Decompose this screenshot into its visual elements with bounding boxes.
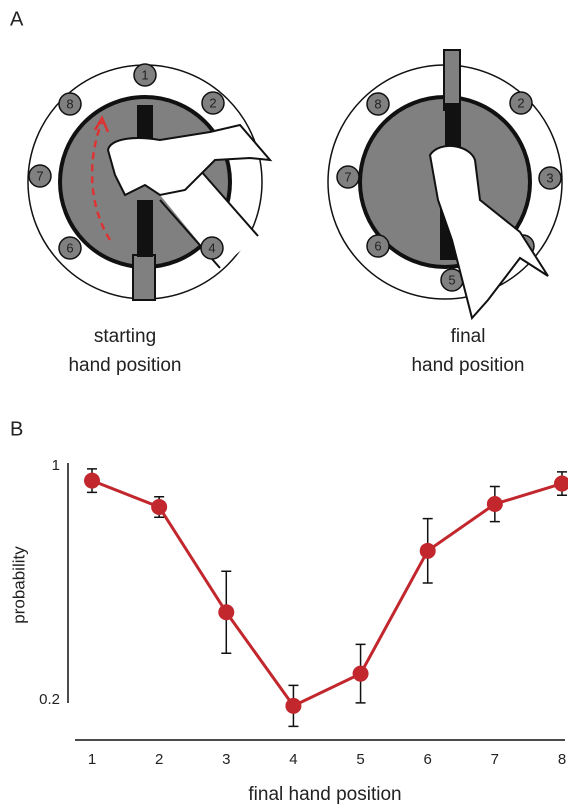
position-number: 8 [374,96,381,111]
start-diagram: 1 2 4 6 7 8 [27,63,273,301]
position-number: 7 [36,168,43,183]
position-number: 2 [517,95,524,110]
position-number: 4 [208,240,215,255]
data-point [486,496,503,513]
x-tick-label: 1 [88,751,96,768]
position-number: 6 [374,238,381,253]
y-tick-label: 0.2 [39,691,60,708]
y-tick-label: 1 [52,457,60,474]
caption: hand position [411,355,524,376]
position-number: 3 [546,170,553,185]
caption: hand position [68,355,181,376]
position-number: 7 [344,169,351,184]
y-axis-label: probability [9,546,28,624]
position-number: 5 [448,272,455,287]
x-tick-label: 5 [356,751,364,768]
caption: final [451,326,486,347]
x-tick-label: 3 [222,751,230,768]
x-tick-label: 2 [155,751,163,768]
data-point [218,604,235,621]
panel-label: B [10,418,23,440]
caption: starting [94,326,156,347]
x-tick-label: 7 [491,751,499,768]
panel-label: A [10,8,24,30]
final-diagram: 2 3 4 5 6 7 8 [327,49,563,321]
position-number: 1 [141,67,148,82]
x-tick-label: 4 [289,751,297,768]
data-point [151,498,168,515]
position-number: 6 [66,240,73,255]
data-point [285,697,302,714]
position-number: 2 [209,95,216,110]
x-axis-label: final hand position [248,784,401,805]
x-tick-label: 6 [424,751,432,768]
data-point [419,542,436,559]
data-point [352,665,369,682]
data-point [554,475,568,492]
series-line [91,479,563,708]
x-tick-label: 8 [558,751,566,768]
data-point [84,472,100,489]
position-number: 8 [66,96,73,111]
